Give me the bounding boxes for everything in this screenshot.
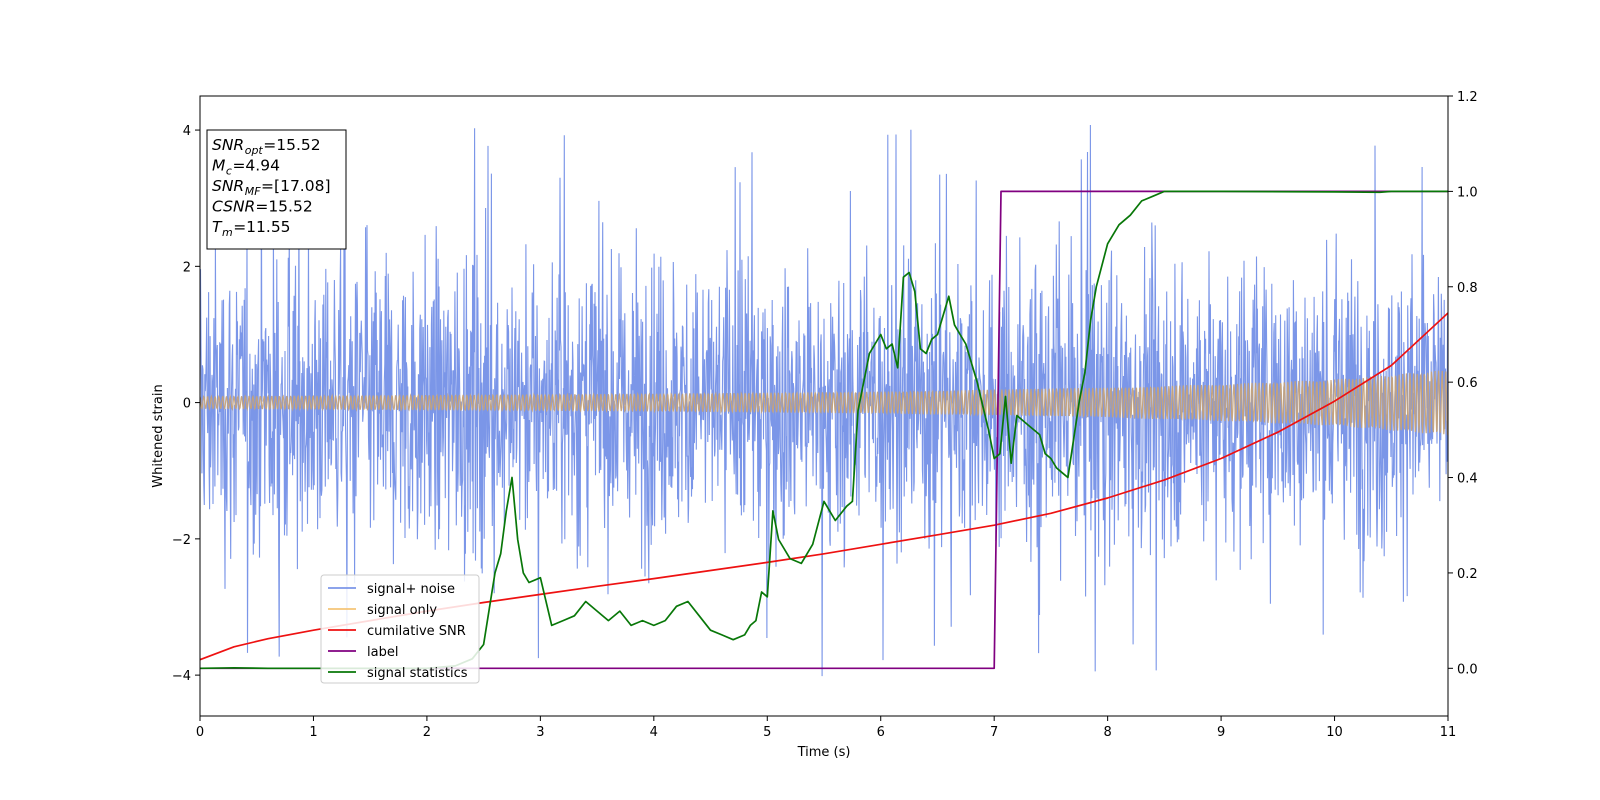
info-line-value: =[17.08] <box>261 177 330 195</box>
x-tick-label: 11 <box>1440 725 1457 740</box>
legend-label-signal-only: signal only <box>367 603 437 618</box>
info-line-value: =11.55 <box>233 218 290 236</box>
y-axis-left: −4 −2 0 2 4 <box>172 124 200 684</box>
plot-frame <box>199 95 1449 717</box>
x-tick-label: 2 <box>423 725 431 740</box>
y2-tick-label: 0.4 <box>1457 472 1478 487</box>
x-tick-label: 4 <box>650 725 658 740</box>
y2-tick-label: 1.2 <box>1457 90 1478 105</box>
info-line-name: CSNR <box>212 198 255 216</box>
legend-label-signal-noise: signal+ noise <box>367 582 455 597</box>
x-axis: 0 1 2 3 4 5 6 7 8 9 10 11 <box>196 716 1456 740</box>
x-tick-label: 0 <box>196 725 204 740</box>
signal-statistics-line <box>200 190 1448 670</box>
legend-label-signal-statistics: signal statistics <box>367 666 468 681</box>
y-axis-right: 0.0 0.2 0.4 0.6 0.8 1.0 1.2 <box>1448 90 1478 677</box>
info-line-name: SNR <box>212 136 244 154</box>
y-tick-label: 2 <box>183 260 191 275</box>
signal-noise-line <box>200 124 1448 677</box>
info-line-value: =15.52 <box>263 136 320 154</box>
y2-tick-label: 1.0 <box>1457 185 1478 200</box>
info-line-subscript: m <box>222 226 233 239</box>
legend-label-cumilative-snr: cumilative SNR <box>367 624 466 639</box>
info-line-value: =4.94 <box>232 157 280 175</box>
y2-tick-label: 0.2 <box>1457 567 1478 582</box>
x-tick-label: 7 <box>990 725 998 740</box>
info-line-subscript: MF <box>245 185 261 198</box>
signal-only-series <box>200 370 1448 436</box>
x-tick-label: 10 <box>1326 725 1343 740</box>
y-tick-label: 4 <box>183 124 191 139</box>
info-line: SNR opt =15.52 <box>212 136 321 157</box>
info-line: SNR MF =[17.08] <box>212 177 331 198</box>
info-line-subscript: c <box>226 165 232 178</box>
y2-tick-label: 0.0 <box>1457 662 1478 677</box>
info-line-name: SNR <box>212 177 244 195</box>
x-tick-label: 6 <box>877 725 885 740</box>
info-line: CSNR =15.52 <box>212 198 313 216</box>
info-line-name: M <box>212 157 225 175</box>
info-line-name: T <box>212 218 223 236</box>
info-line-subscript: opt <box>245 144 264 157</box>
info-line-value: =15.52 <box>255 198 312 216</box>
x-tick-label: 9 <box>1217 725 1225 740</box>
y-tick-label: −4 <box>172 669 191 684</box>
x-tick-label: 3 <box>536 725 544 740</box>
y2-tick-label: 0.8 <box>1457 281 1478 296</box>
x-axis-label: Time (s) <box>797 745 851 760</box>
x-tick-label: 1 <box>309 725 317 740</box>
y-tick-label: −2 <box>172 533 191 548</box>
legend: signal+ noise signal only cumilative SNR la… <box>320 574 480 684</box>
signal-noise-series <box>200 124 1448 677</box>
legend-frame <box>320 574 480 684</box>
legend-label-label: label <box>367 645 398 660</box>
info-box-frame <box>206 129 347 250</box>
signal-only-line <box>200 370 1448 436</box>
x-tick-label: 8 <box>1103 725 1111 740</box>
x-tick-label: 5 <box>763 725 771 740</box>
y-axis-label: Whitened strain <box>151 384 166 487</box>
y2-tick-label: 0.6 <box>1457 376 1478 391</box>
y-tick-label: 0 <box>183 397 191 412</box>
